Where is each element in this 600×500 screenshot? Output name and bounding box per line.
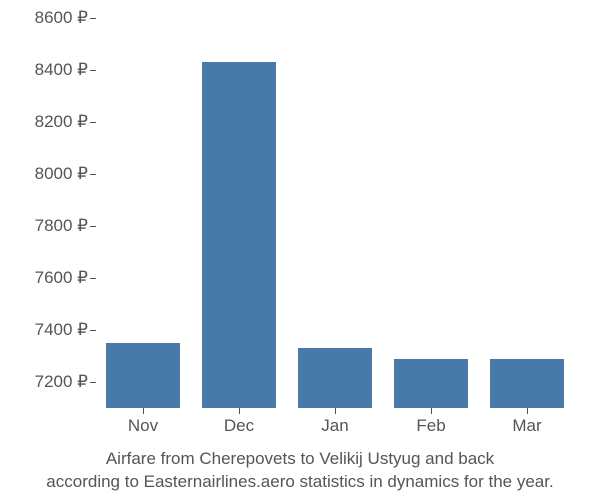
- x-tick-label: Feb: [416, 416, 445, 436]
- y-tick-mark: [90, 226, 96, 227]
- bar: [106, 343, 181, 408]
- y-tick-mark: [90, 122, 96, 123]
- y-tick-label: 8400 ₽: [35, 60, 88, 80]
- x-tick-label: Mar: [512, 416, 541, 436]
- bar: [202, 62, 277, 408]
- x-tick-mark: [239, 408, 240, 414]
- x-tick-label: Nov: [128, 416, 158, 436]
- y-tick-label: 8000 ₽: [35, 164, 88, 184]
- bar: [490, 359, 565, 408]
- x-tick-label: Jan: [321, 416, 348, 436]
- chart-caption-line2: according to Easternairlines.aero statis…: [0, 471, 600, 494]
- y-tick-label: 7600 ₽: [35, 268, 88, 288]
- y-tick-mark: [90, 278, 96, 279]
- y-tick-label: 7400 ₽: [35, 320, 88, 340]
- x-tick-mark: [143, 408, 144, 414]
- y-tick-mark: [90, 330, 96, 331]
- y-tick-label: 7200 ₽: [35, 372, 88, 392]
- airfare-bar-chart: 7200 ₽ 7400 ₽ 7600 ₽ 7800 ₽ 8000 ₽ 8200 ₽ 8400…: [0, 0, 600, 500]
- bar: [298, 348, 373, 408]
- x-tick-mark: [527, 408, 528, 414]
- y-tick-label: 8200 ₽: [35, 112, 88, 132]
- x-tick-mark: [431, 408, 432, 414]
- plot-area: [95, 18, 575, 408]
- chart-caption-line1: Airfare from Cherepovets to Velikij Usty…: [0, 448, 600, 471]
- y-tick-label: 8600 ₽: [35, 8, 88, 28]
- y-tick-mark: [90, 70, 96, 71]
- y-tick-mark: [90, 18, 96, 19]
- y-tick-label: 7800 ₽: [35, 216, 88, 236]
- y-tick-mark: [90, 382, 96, 383]
- y-tick-mark: [90, 174, 96, 175]
- x-tick-mark: [335, 408, 336, 414]
- bar: [394, 359, 469, 408]
- x-tick-label: Dec: [224, 416, 254, 436]
